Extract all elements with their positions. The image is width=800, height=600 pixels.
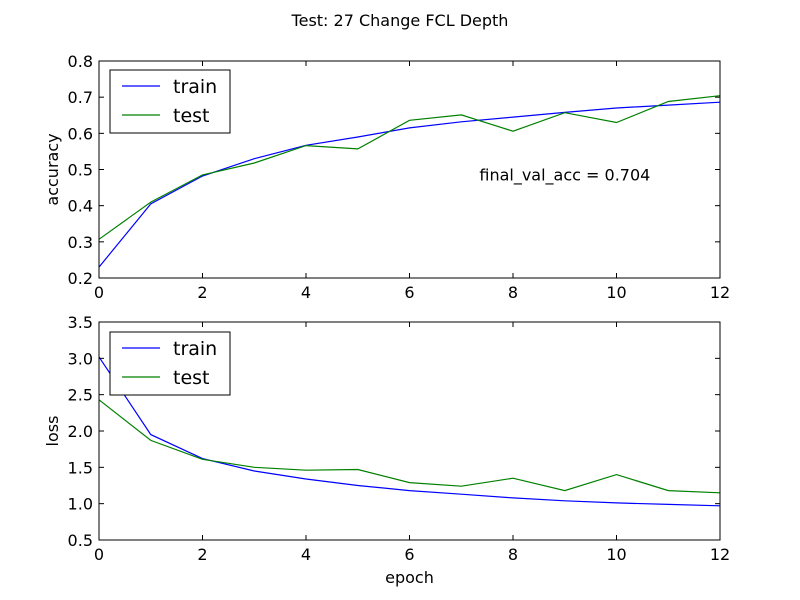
series-line-test bbox=[98, 95, 721, 240]
x-tick-label: 2 bbox=[197, 283, 207, 302]
x-tick-label: 10 bbox=[606, 545, 626, 564]
x-tick-label: 4 bbox=[301, 545, 311, 564]
x-axis-label: epoch bbox=[385, 568, 434, 587]
x-tick-label: 0 bbox=[94, 545, 104, 564]
legend: train test bbox=[109, 69, 231, 134]
final-val-acc-annotation: final_val_acc = 0.704 bbox=[479, 165, 650, 185]
y-tick-label: 1.0 bbox=[68, 495, 93, 514]
y-axis-label: accuracy bbox=[43, 133, 62, 205]
y-axis-label: loss bbox=[43, 416, 62, 447]
x-tick-label: 12 bbox=[710, 545, 730, 564]
legend-box bbox=[109, 331, 231, 396]
legend: train test bbox=[109, 331, 231, 396]
loss-subplot: 0 2 4 6 8 10 12 0.5 1.0 1.5 2.0 2.5 3.0 3.5 loss epoch t… bbox=[43, 313, 730, 587]
y-tick-label: 0.6 bbox=[68, 124, 93, 143]
legend-box bbox=[109, 69, 231, 134]
y-tick-label: 1.5 bbox=[68, 458, 93, 477]
y-tick-label: 0.7 bbox=[68, 88, 93, 107]
x-tick-label: 12 bbox=[710, 283, 730, 302]
series-line-train bbox=[98, 356, 721, 507]
y-tick-label: 3.5 bbox=[68, 313, 93, 332]
series-line-train bbox=[98, 101, 721, 268]
y-tick-label: 0.5 bbox=[68, 161, 93, 180]
series-line-test bbox=[98, 399, 721, 494]
x-tick-label: 2 bbox=[197, 545, 207, 564]
x-tick-label: 8 bbox=[508, 545, 518, 564]
legend-label-test: test bbox=[173, 105, 210, 127]
y-tick-label: 3.0 bbox=[68, 349, 93, 368]
y-tick-label: 0.8 bbox=[68, 52, 93, 71]
y-tick-label: 0.5 bbox=[68, 531, 93, 550]
x-tick-label: 4 bbox=[301, 283, 311, 302]
y-tick-label: 2.5 bbox=[68, 386, 93, 405]
x-tick-label: 6 bbox=[404, 283, 414, 302]
y-tick-label: 0.2 bbox=[68, 269, 93, 288]
x-tick-label: 8 bbox=[508, 283, 518, 302]
accuracy-subplot: 0 2 4 6 8 10 12 0.2 0.3 0.4 0.5 0.6 0.7 0.8 accuracy fi… bbox=[43, 52, 730, 302]
x-tick-label: 6 bbox=[404, 545, 414, 564]
y-tick-label: 2.0 bbox=[68, 422, 93, 441]
x-tick-label: 0 bbox=[94, 283, 104, 302]
legend-label-train: train bbox=[173, 338, 217, 360]
legend-label-train: train bbox=[173, 76, 217, 98]
y-tick-label: 0.3 bbox=[68, 233, 93, 252]
x-tick-label: 10 bbox=[606, 283, 626, 302]
legend-label-test: test bbox=[173, 367, 210, 389]
y-tick-label: 0.4 bbox=[68, 197, 93, 216]
figure-suptitle: Test: 27 Change FCL Depth bbox=[291, 11, 509, 30]
